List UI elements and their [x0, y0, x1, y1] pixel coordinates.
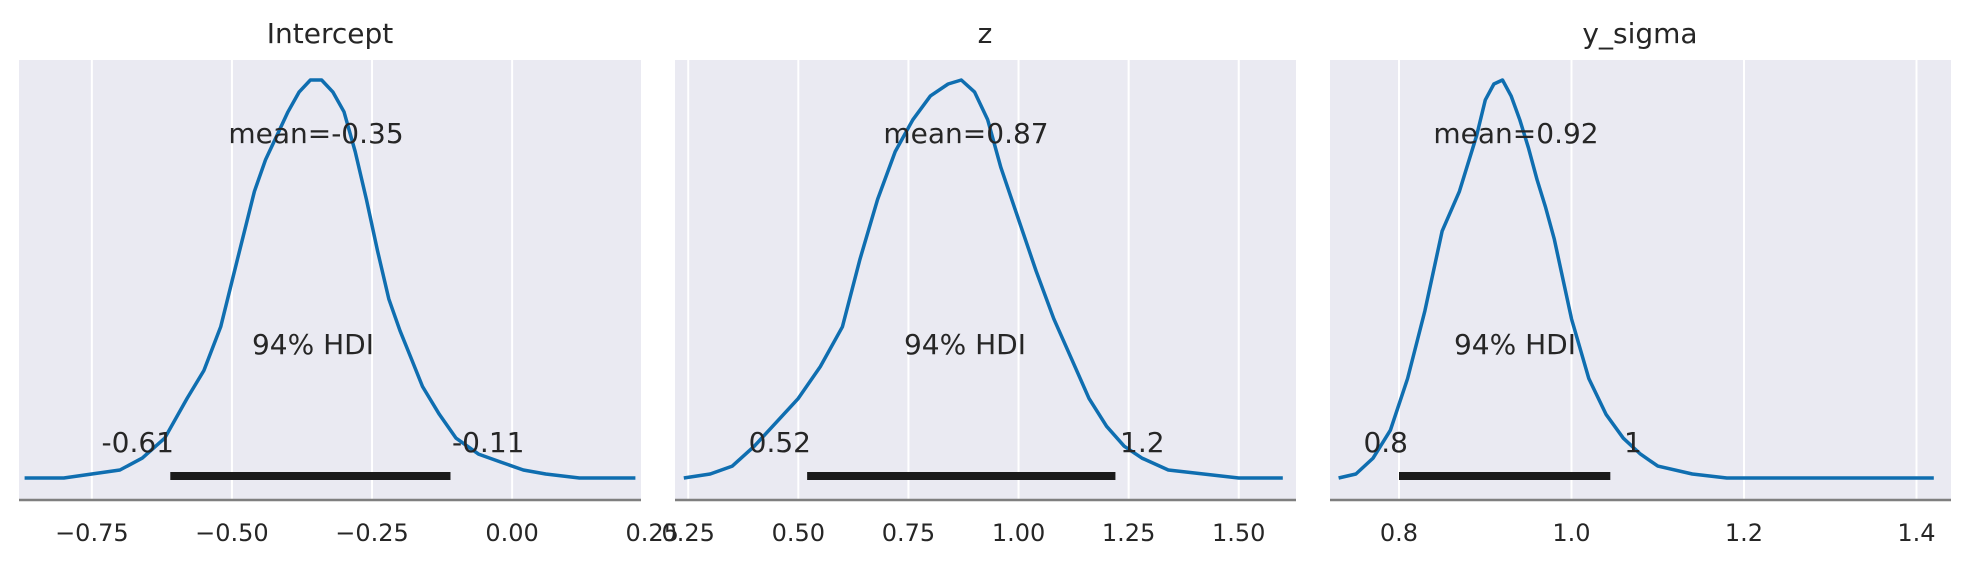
hdi-high-label: 1.2 — [1120, 426, 1165, 459]
panel-title: z — [978, 17, 993, 50]
mean-annotation: mean=0.87 — [883, 117, 1048, 150]
x-tick-label: 1.25 — [1102, 519, 1155, 547]
hdi-high-label: 1 — [1624, 426, 1642, 459]
x-tick-label: −0.25 — [335, 519, 409, 547]
x-tick-label: 0.25 — [625, 519, 678, 547]
x-ticks: 0.25 0.50 0.75 1.00 1.25 1.50 — [661, 519, 1265, 547]
hdi-bar — [1399, 472, 1611, 480]
x-tick-label: 0.50 — [772, 519, 825, 547]
panel-intercept: Intercept mean=-0.35 94% HDI -0.61 -0.11… — [19, 17, 679, 547]
hdi-label: 94% HDI — [1454, 328, 1576, 361]
x-tick-label: 1.00 — [992, 519, 1045, 547]
x-tick-label: 1.2 — [1725, 519, 1763, 547]
hdi-bar — [170, 472, 451, 480]
x-tick-label: 1.0 — [1552, 519, 1590, 547]
hdi-low-label: 0.52 — [749, 426, 811, 459]
x-tick-label: −0.50 — [195, 519, 269, 547]
x-tick-label: 1.50 — [1212, 519, 1265, 547]
mean-annotation: mean=0.92 — [1433, 117, 1598, 150]
x-tick-label: −0.75 — [55, 519, 129, 547]
x-tick-label: 0.00 — [485, 519, 538, 547]
panel-title: y_sigma — [1582, 17, 1697, 50]
hdi-label: 94% HDI — [904, 328, 1026, 361]
hdi-low-label: -0.61 — [102, 426, 174, 459]
hdi-bar — [807, 472, 1116, 480]
density-curve — [24, 78, 636, 480]
panel-title: Intercept — [267, 17, 394, 50]
hdi-label: 94% HDI — [252, 328, 374, 361]
mean-annotation: mean=-0.35 — [228, 117, 403, 150]
x-ticks: 0.8 1.0 1.2 1.4 — [1380, 519, 1936, 547]
hdi-high-label: -0.11 — [452, 426, 524, 459]
x-tick-label: 0.25 — [661, 519, 714, 547]
hdi-low-label: 0.8 — [1363, 426, 1408, 459]
plot-background — [675, 60, 1296, 500]
x-ticks: −0.75 −0.50 −0.25 0.00 0.25 — [55, 519, 679, 547]
grid-lines — [1398, 60, 1918, 500]
grid-lines — [687, 60, 1240, 500]
density-curve — [683, 78, 1283, 480]
plot-background — [19, 60, 641, 500]
panel-y-sigma: y_sigma mean=0.92 94% HDI 0.8 1 0.8 1.0 1.… — [1330, 17, 1951, 547]
plot-background — [1330, 60, 1951, 500]
x-tick-label: 0.75 — [882, 519, 935, 547]
panel-z: z mean=0.87 94% HDI 0.52 1.2 0.25 0.50 0.7… — [661, 17, 1296, 547]
density-curve — [1338, 78, 1934, 480]
x-tick-label: 0.8 — [1380, 519, 1418, 547]
x-tick-label: 1.4 — [1897, 519, 1935, 547]
